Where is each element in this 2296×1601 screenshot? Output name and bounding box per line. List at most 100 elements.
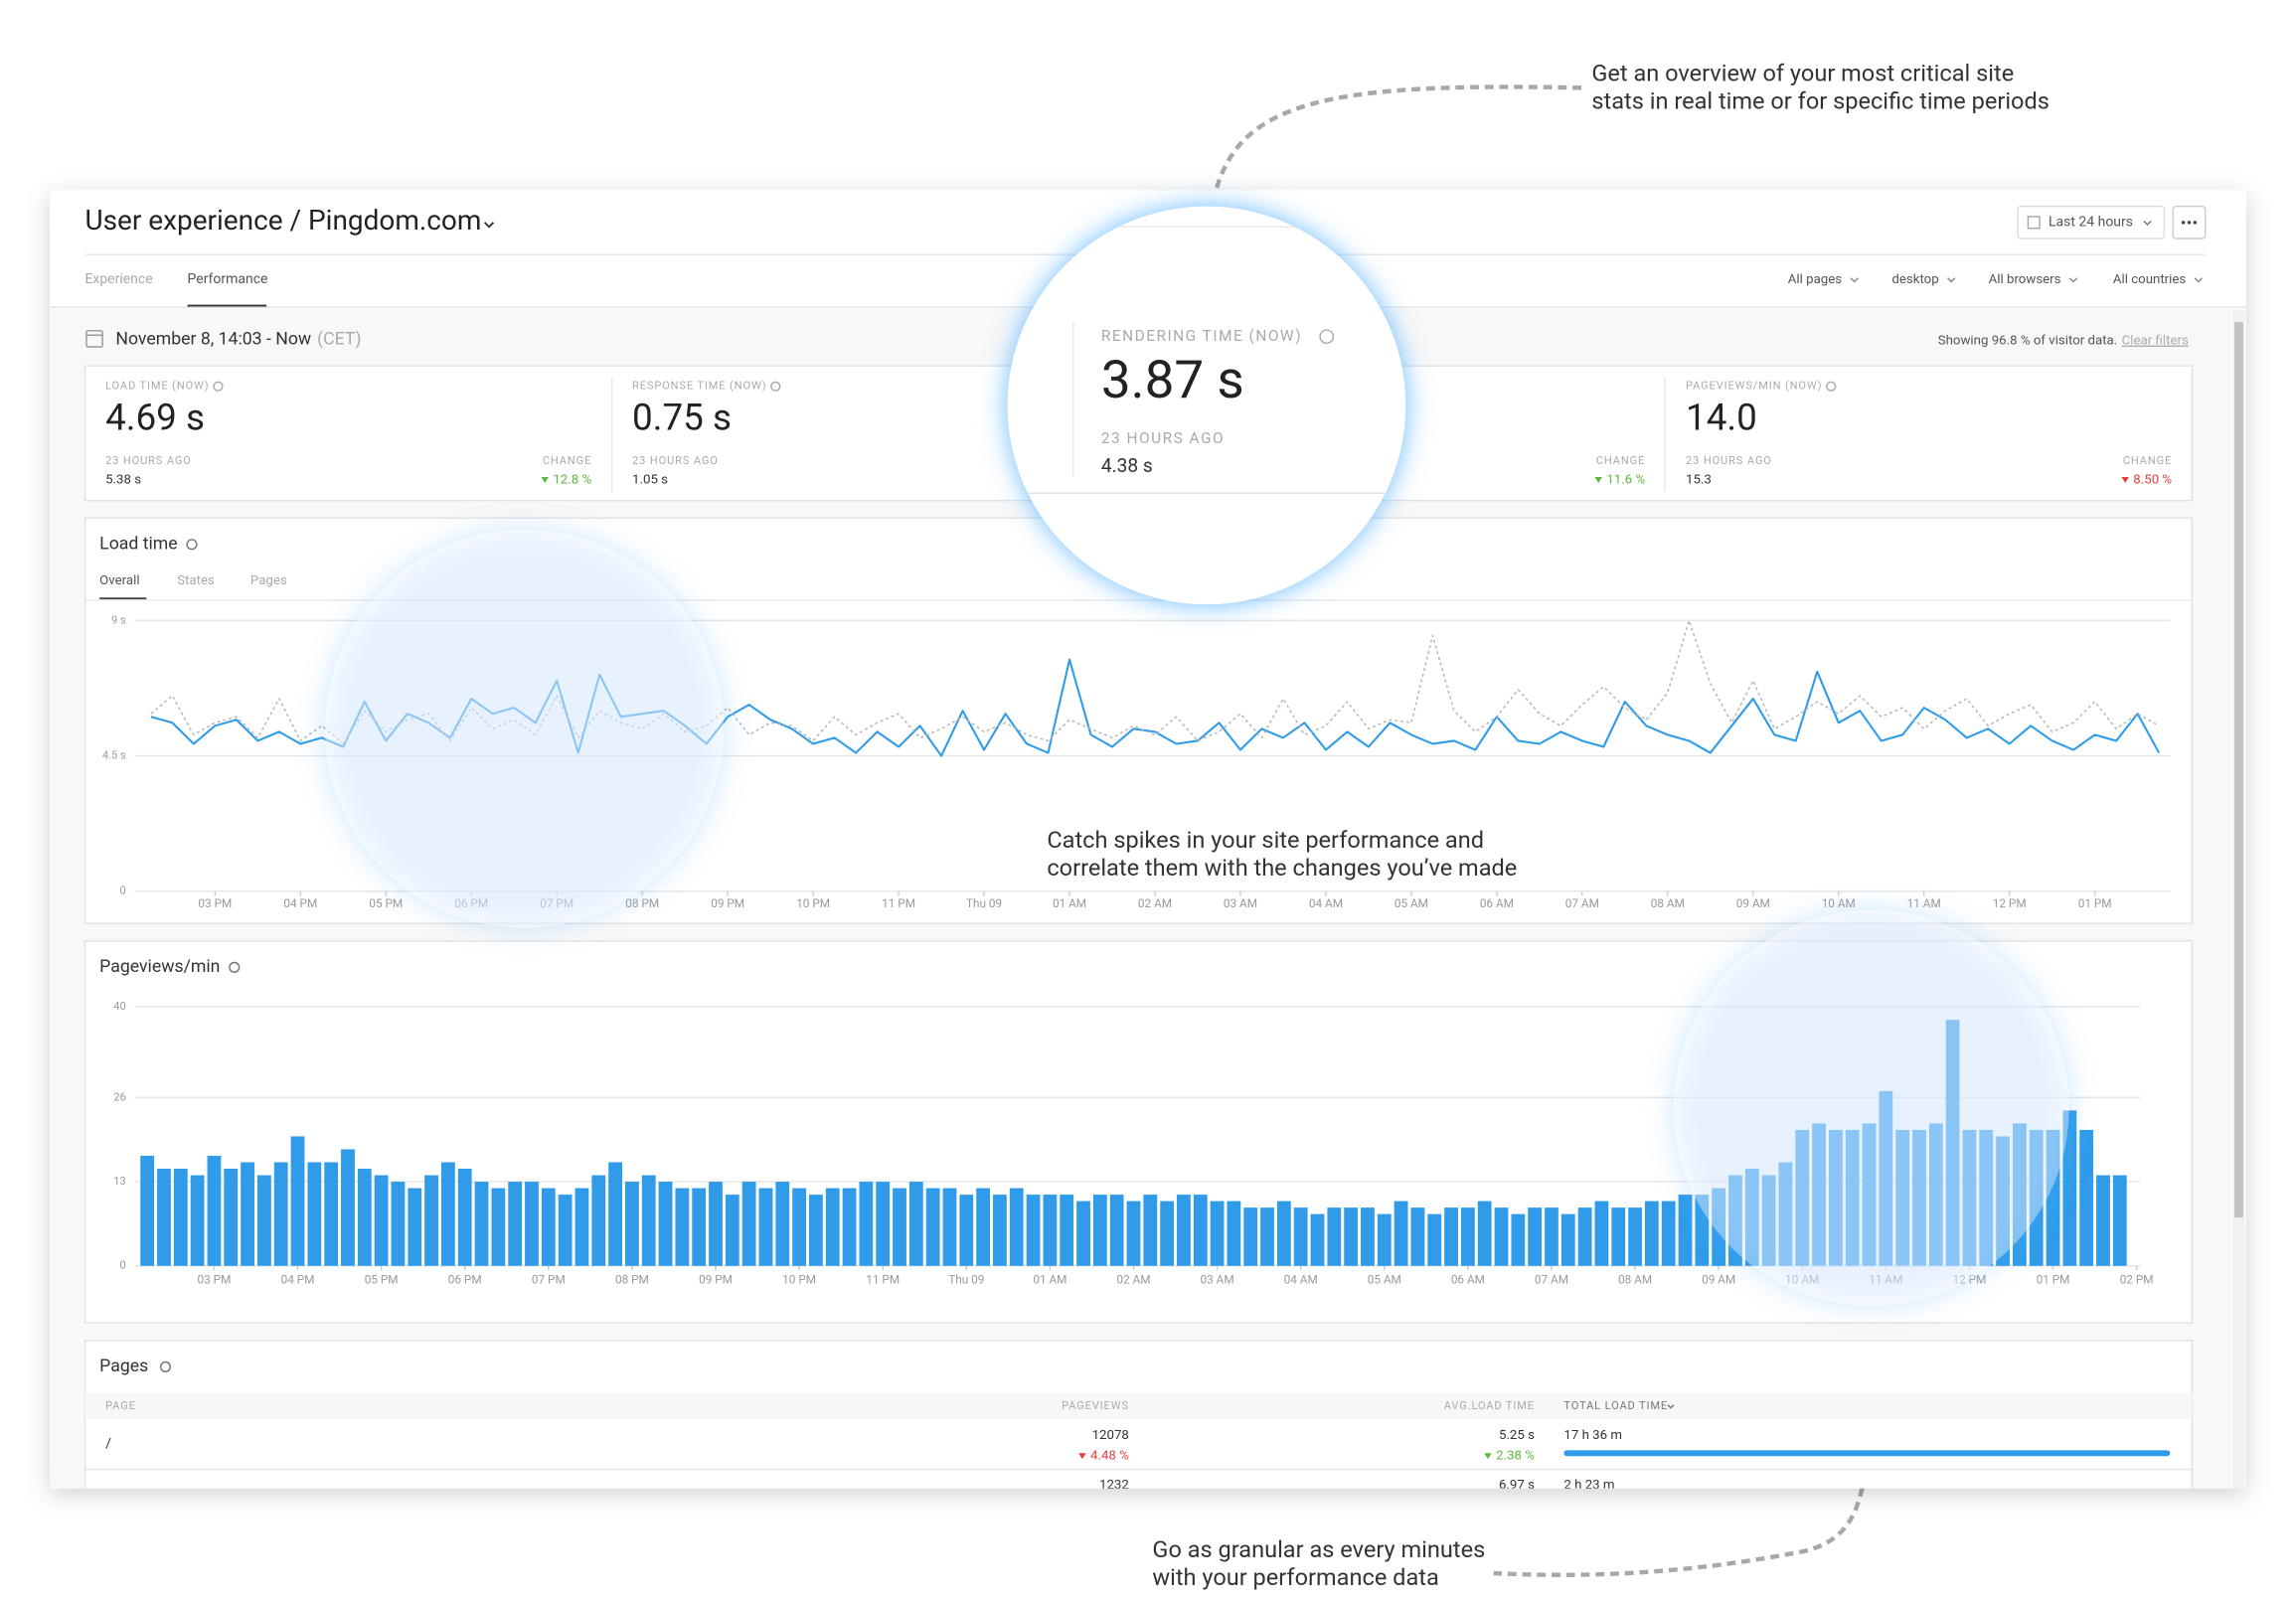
annotation: stats in real time or for specific time … [1591, 86, 2050, 114]
change-arrow [1594, 477, 1602, 483]
connector [1210, 84, 1582, 206]
x-tick-label: 11 AM [1907, 896, 1941, 910]
chart-tab[interactable]: Pages [250, 573, 287, 588]
bar [273, 1162, 288, 1266]
bar [925, 1188, 940, 1266]
x-tick-label: 08 AM [1651, 896, 1685, 910]
total-load-bar [1563, 1450, 2171, 1457]
tab-active[interactable]: Performance [188, 271, 268, 287]
bar [758, 1188, 773, 1266]
tab[interactable]: Experience [84, 271, 152, 287]
help-icon [1826, 381, 1837, 392]
bar [1528, 1207, 1543, 1266]
bar [1310, 1213, 1325, 1266]
cell: 5.25 s [1499, 1428, 1535, 1443]
stat-previous-label: 23 HOURS AGO [1101, 429, 1225, 447]
bar [474, 1182, 489, 1266]
filter-chevron [1946, 277, 1956, 283]
help-icon[interactable] [159, 1361, 172, 1372]
x-tick-label: 08 AM [1618, 1273, 1652, 1287]
bar [608, 1162, 622, 1266]
x-tick-label: 01 AM [1033, 1273, 1066, 1287]
stat-previous: 1.05 s [632, 473, 668, 488]
bar [942, 1188, 957, 1266]
scrollbar-thumb[interactable] [2234, 321, 2243, 1218]
bar [256, 1175, 271, 1266]
x-tick-label: 07 AM [1535, 1273, 1568, 1287]
filter[interactable]: All countries [2113, 272, 2187, 287]
column-header[interactable]: TOTAL LOAD TIME [1563, 1399, 1668, 1412]
bar [1327, 1207, 1342, 1266]
stat-label: LOAD TIME (NOW) [105, 380, 209, 393]
bar [207, 1156, 222, 1266]
x-tick-label: 10 PM [796, 896, 830, 910]
title-chevron[interactable] [483, 222, 495, 229]
bar [558, 1195, 573, 1266]
annotations: Get an overview of your most critical si… [1047, 59, 2050, 1591]
bar [658, 1182, 673, 1266]
stat-previous: 15.3 [1686, 473, 1712, 488]
bar [725, 1195, 739, 1266]
bar [792, 1188, 806, 1266]
x-tick-label: 05 AM [1394, 896, 1428, 910]
x-tick-label: 09 AM [1736, 896, 1770, 910]
card-title: Load time [99, 534, 177, 554]
bar [508, 1182, 523, 1266]
x-tick-label: 09 PM [699, 1273, 733, 1287]
bar [1361, 1207, 1375, 1266]
bar [140, 1156, 155, 1266]
bar [357, 1169, 372, 1266]
pages-card [83, 1340, 2194, 1489]
filter[interactable]: All pages [1788, 272, 1842, 287]
bar [190, 1175, 205, 1266]
bar [1143, 1195, 1158, 1266]
x-tick-label: 09 PM [711, 896, 744, 910]
change-label: CHANGE [2123, 454, 2172, 467]
bar [1026, 1195, 1041, 1266]
bar [307, 1162, 322, 1266]
bar [224, 1169, 239, 1266]
bar [1460, 1207, 1475, 1266]
x-tick-label: 03 PM [198, 1273, 232, 1287]
period-label[interactable]: Last 24 hours [2049, 215, 2133, 231]
clear-filters[interactable]: Clear filters [2122, 334, 2189, 349]
table-header [84, 1392, 2193, 1420]
stat-value: 3.87 s [1101, 349, 1244, 410]
bar [290, 1136, 305, 1266]
bar [1644, 1201, 1659, 1266]
bar [1210, 1201, 1225, 1266]
bar [374, 1175, 389, 1266]
bar [1594, 1201, 1609, 1266]
bar [1661, 1201, 1676, 1266]
column-header: PAGEVIEWS [1062, 1399, 1129, 1412]
filter[interactable]: desktop [1891, 272, 1938, 287]
bar [391, 1182, 406, 1266]
bar [775, 1182, 790, 1266]
chart-tab[interactable]: States [177, 573, 215, 588]
bar [876, 1182, 891, 1266]
bar [993, 1195, 1007, 1266]
stat-value: 4.69 s [105, 396, 205, 438]
x-tick-label: 08 PM [615, 1273, 649, 1287]
calendar-icon [2027, 216, 2041, 230]
coverage: Showing 96.8 % of visitor data. [1938, 334, 2118, 349]
bar [2096, 1175, 2110, 1266]
help-icon[interactable] [186, 539, 198, 551]
filter[interactable]: All browsers [1989, 272, 2061, 287]
x-tick-label: 10 PM [782, 1273, 816, 1287]
bar [908, 1182, 923, 1266]
help-icon[interactable] [229, 961, 241, 973]
stat-previous: 4.38 s [1101, 454, 1153, 477]
bar [574, 1188, 589, 1266]
bar [2112, 1175, 2127, 1266]
bar [959, 1195, 974, 1266]
bar [1427, 1213, 1442, 1266]
bar [1545, 1207, 1558, 1266]
y-tick-label: 0 [119, 1259, 125, 1272]
page-title[interactable]: User experience / Pingdom.com [84, 204, 481, 237]
x-tick-label: 02 AM [1138, 896, 1172, 910]
change-label: CHANGE [1596, 454, 1645, 467]
stat-value: 14.0 [1686, 396, 1757, 438]
chart-tab-active[interactable]: Overall [99, 573, 139, 588]
period-button[interactable] [2017, 205, 2166, 240]
